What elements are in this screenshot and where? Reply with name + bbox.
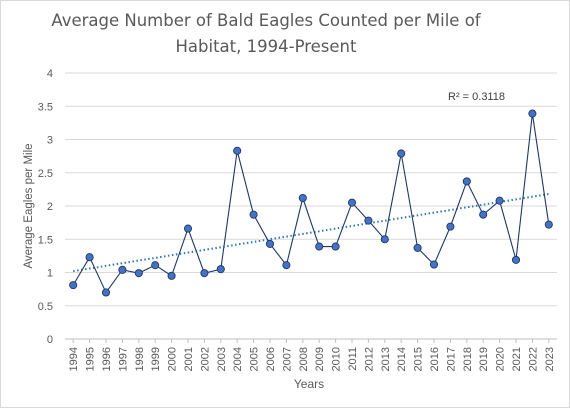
- x-tick-label: 2003: [216, 347, 228, 371]
- y-tick-label: 2.5: [38, 168, 53, 180]
- y-tick-label: 1: [47, 268, 53, 280]
- x-tick-label: 2004: [232, 347, 244, 371]
- data-point: [331, 242, 340, 251]
- data-point: [200, 269, 209, 278]
- data-point: [397, 149, 406, 158]
- x-tick-label: 1995: [85, 347, 97, 371]
- trendline: [73, 193, 549, 273]
- x-tick-label: 2015: [413, 347, 425, 371]
- data-point: [216, 265, 225, 274]
- data-point: [347, 198, 357, 207]
- data-point: [298, 193, 307, 203]
- data-point: [495, 196, 504, 205]
- x-tick-label: 1997: [117, 347, 129, 371]
- data-point: [101, 288, 111, 297]
- y-tick-label: 4: [47, 68, 53, 80]
- data-point: [315, 242, 324, 251]
- data-point: [249, 210, 258, 219]
- x-tick-label: 1998: [134, 347, 146, 371]
- data-point: [511, 255, 521, 264]
- data-point: [413, 243, 422, 252]
- data-point: [151, 261, 160, 270]
- data-point: [282, 261, 291, 270]
- x-tick-label: 2021: [511, 347, 523, 371]
- x-tick-label: 2018: [462, 347, 474, 371]
- chart-title-line-2: Habitat, 1994-Present: [175, 37, 357, 56]
- x-tick-label: 2002: [199, 347, 211, 371]
- x-tick-label: 2017: [445, 347, 457, 371]
- chart-title-line-1: Average Number of Bald Eagles Counted pe…: [51, 11, 481, 30]
- data-point: [364, 216, 373, 225]
- x-tick-label: 2013: [380, 347, 392, 371]
- x-tick-label: 1999: [150, 347, 162, 371]
- x-tick-label: 2006: [265, 347, 277, 371]
- x-tick-label: 2014: [396, 347, 408, 371]
- x-tick-label: 2016: [429, 347, 441, 371]
- x-tick-label: 1996: [101, 347, 113, 371]
- data-point: [134, 269, 143, 278]
- data-point: [446, 222, 455, 231]
- x-tick-label: 2005: [249, 347, 261, 371]
- data-point: [85, 253, 94, 262]
- x-tick-label: 2020: [495, 347, 507, 371]
- y-tick-label: 0.5: [38, 301, 53, 313]
- data-point: [479, 210, 488, 219]
- data-point: [429, 260, 439, 269]
- x-tick-label: 1994: [68, 347, 80, 371]
- r-squared-label: R² = 0.3118: [448, 91, 505, 103]
- x-tick-label: 2010: [331, 347, 343, 371]
- y-tick-label: 3: [47, 135, 53, 147]
- series-line: [72, 113, 550, 294]
- x-tick-label: 2008: [298, 347, 310, 371]
- x-tick-label: 2012: [363, 347, 375, 371]
- data-point: [167, 271, 176, 280]
- x-tick-label: 2011: [347, 347, 359, 371]
- x-tick-label: 2000: [167, 347, 179, 371]
- x-tick-label: 2001: [183, 347, 195, 371]
- data-point: [544, 220, 553, 229]
- x-tick-label: 2022: [527, 347, 539, 371]
- data-point: [118, 265, 127, 274]
- data-point: [233, 146, 242, 155]
- y-axis-title: Average Eagles per Mile: [23, 143, 35, 268]
- data-point: [69, 281, 78, 290]
- x-axis-title: Years: [294, 377, 324, 391]
- y-tick-label: 2: [47, 201, 53, 213]
- data-point: [528, 109, 537, 118]
- y-tick-label: 0: [47, 334, 53, 346]
- y-tick-label: 1.5: [38, 234, 53, 246]
- x-tick-label: 2019: [478, 347, 490, 371]
- y-tick-label: 3.5: [38, 101, 53, 113]
- x-tick-label: 2007: [281, 347, 293, 371]
- data-point: [265, 239, 275, 248]
- data-point: [380, 235, 389, 244]
- x-tick-label: 2009: [314, 347, 326, 371]
- x-tick-label: 2023: [544, 347, 556, 371]
- data-point: [183, 224, 193, 233]
- data-point: [462, 177, 471, 186]
